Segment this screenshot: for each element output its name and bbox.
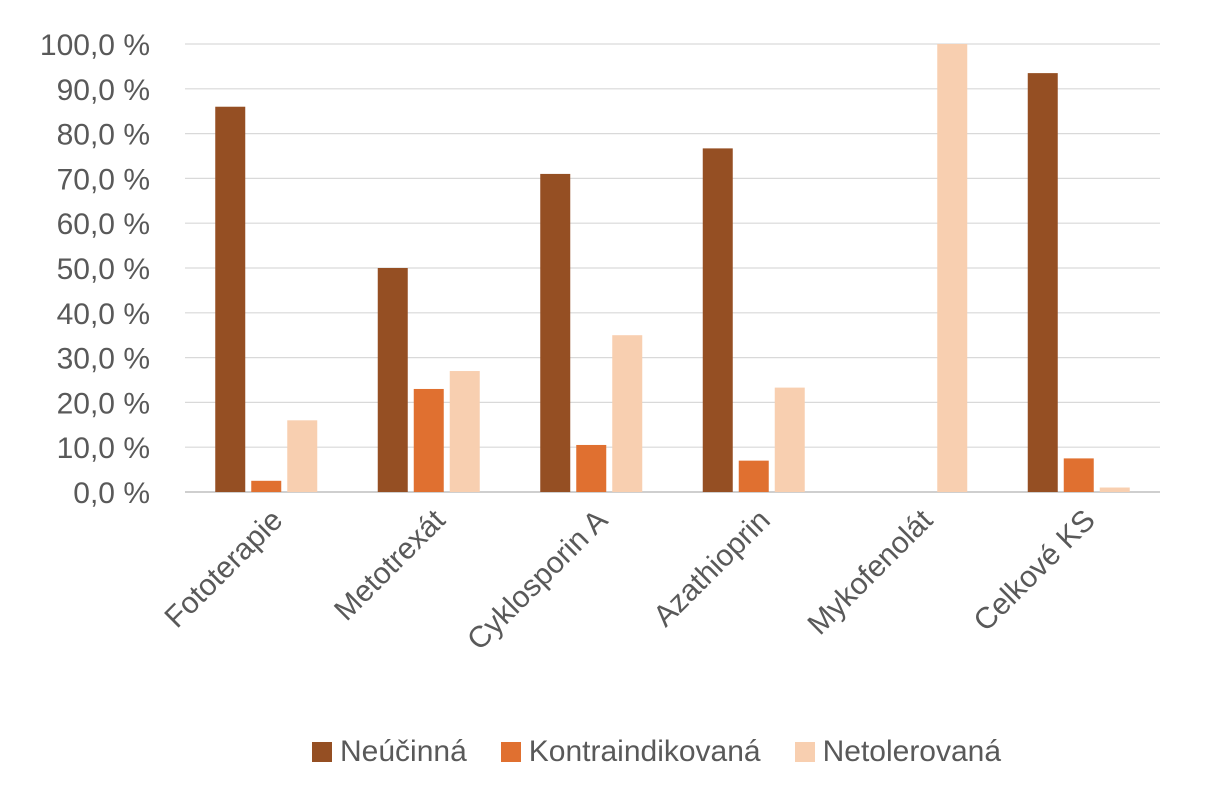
x-category-label: Metotrexát bbox=[328, 503, 452, 627]
legend-label-series-2: Netolerovaná bbox=[822, 735, 1002, 768]
bar-0-1 bbox=[377, 268, 408, 492]
x-category-label: Azathioprin bbox=[647, 504, 776, 633]
legend-item-series-2: Netolerovaná bbox=[794, 735, 1002, 769]
bar-2-3 bbox=[774, 387, 805, 492]
bars bbox=[215, 44, 1130, 493]
bar-2-2 bbox=[612, 335, 643, 492]
bar-chart: 0,0 % 10,0 % 20,0 % 30,0 % 40,0 % 50,0 % 60,0 … bbox=[40, 29, 1160, 657]
bar-2-0 bbox=[287, 420, 318, 492]
bar-2-4 bbox=[937, 44, 968, 492]
x-category-label: Cyklosporin A bbox=[461, 504, 614, 657]
legend-label-series-1: Kontraindikovaná bbox=[528, 735, 761, 768]
y-tick-label: 50,0 % bbox=[57, 253, 150, 286]
bar-0-5 bbox=[1027, 73, 1058, 493]
legend-label-series-0: Neúčinná bbox=[340, 735, 467, 768]
gridlines bbox=[185, 43, 1160, 493]
x-category-label: Fototerapie bbox=[159, 504, 290, 635]
x-category-label: Celkové KS bbox=[968, 504, 1102, 638]
x-axis-category-labels: Fototerapie Metotrexát Cyklosporin A Azathi… bbox=[159, 503, 1102, 657]
y-axis-tick-labels: 0,0 % 10,0 % 20,0 % 30,0 % 40,0 % 50,0 % 60,0 … bbox=[40, 29, 150, 510]
legend-swatch-series-0 bbox=[312, 742, 332, 762]
legend-swatch-series-1 bbox=[500, 742, 521, 762]
legend-item-series-1: Kontraindikovaná bbox=[500, 735, 761, 769]
bar-1-0 bbox=[251, 480, 282, 492]
y-tick-label: 70,0 % bbox=[57, 163, 150, 196]
x-category-label: Mykofenolát bbox=[801, 503, 939, 641]
bar-1-5 bbox=[1063, 458, 1094, 492]
y-tick-label: 60,0 % bbox=[57, 208, 150, 241]
bar-0-2 bbox=[540, 173, 571, 493]
bar-0-3 bbox=[702, 148, 733, 492]
y-tick-label: 90,0 % bbox=[57, 74, 150, 107]
bar-1-1 bbox=[413, 388, 444, 492]
bar-1-3 bbox=[738, 460, 769, 492]
bar-1-2 bbox=[576, 444, 607, 492]
legend-swatch-series-2 bbox=[794, 742, 815, 762]
y-tick-label: 10,0 % bbox=[57, 432, 150, 465]
y-tick-label: 80,0 % bbox=[57, 119, 150, 152]
bar-2-1 bbox=[449, 371, 480, 492]
legend-item-series-0: Neúčinná bbox=[312, 735, 467, 769]
y-tick-label: 30,0 % bbox=[57, 343, 150, 376]
y-tick-label: 0,0 % bbox=[73, 477, 150, 510]
bar-0-0 bbox=[215, 106, 246, 492]
bar-2-5 bbox=[1099, 487, 1130, 492]
y-tick-label: 100,0 % bbox=[40, 29, 150, 62]
y-tick-label: 40,0 % bbox=[57, 298, 150, 331]
legend: Neúčinná Kontraindikovaná Netolerovaná bbox=[312, 735, 1035, 769]
y-tick-label: 20,0 % bbox=[57, 387, 150, 420]
